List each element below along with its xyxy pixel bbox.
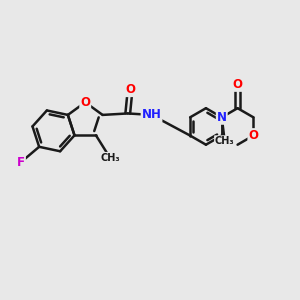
Text: NH: NH <box>142 108 161 122</box>
Text: CH₃: CH₃ <box>100 153 120 163</box>
Text: O: O <box>232 78 243 91</box>
Text: F: F <box>17 156 25 169</box>
Text: N: N <box>217 111 227 124</box>
Text: O: O <box>80 96 90 109</box>
Text: CH₃: CH₃ <box>215 136 235 146</box>
Text: O: O <box>248 129 258 142</box>
Text: O: O <box>125 83 135 96</box>
